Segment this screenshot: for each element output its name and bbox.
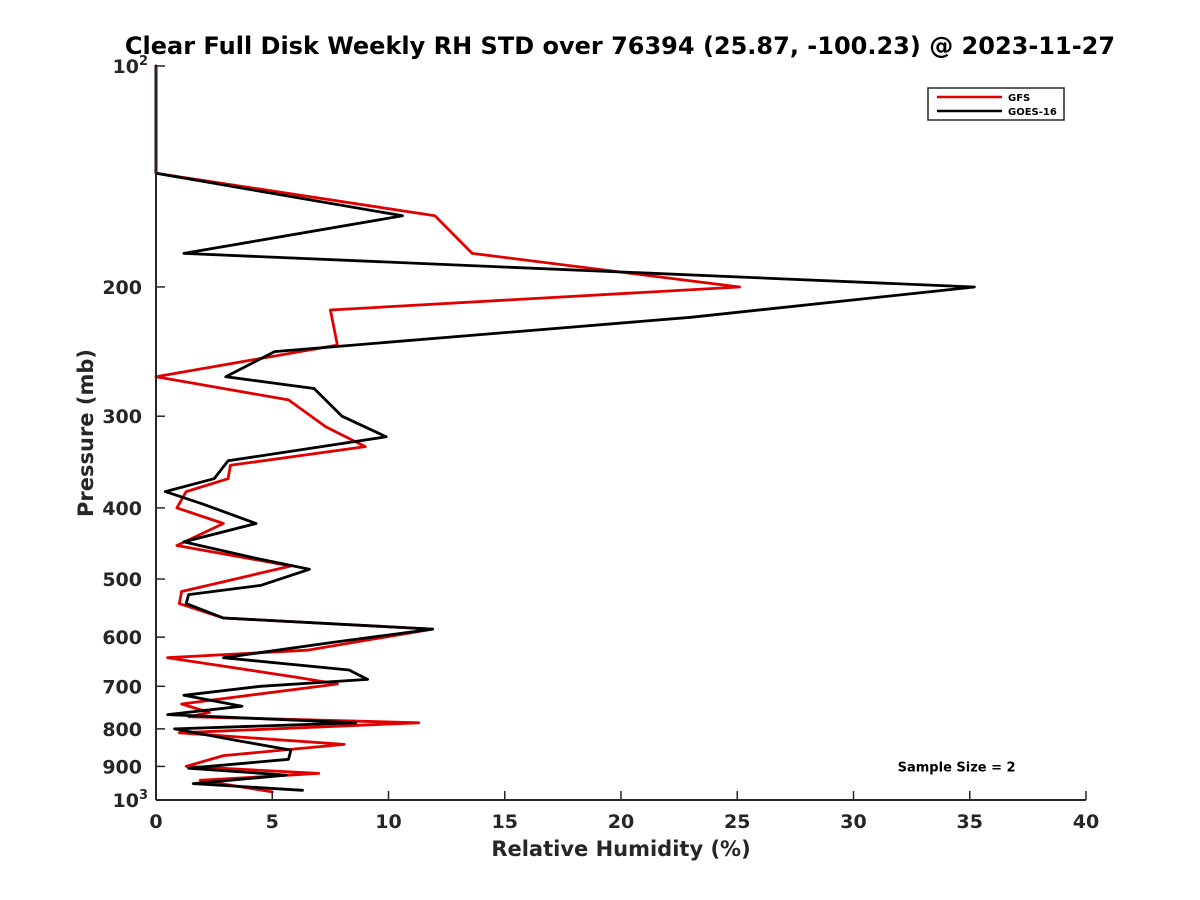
y-tick-label: 900	[102, 756, 142, 778]
y-tick-label: 102	[113, 54, 149, 78]
sample-size-annotation: Sample Size = 2	[898, 760, 1016, 775]
y-axis-ticks: 102 200 300 400 500 600 700 800 900 103	[102, 54, 165, 812]
y-tick-label: 600	[102, 627, 142, 649]
x-tick-label: 40	[1073, 811, 1099, 833]
series-layer	[154, 64, 976, 794]
y-tick-label: 103	[113, 788, 149, 812]
chart-title: Clear Full Disk Weekly RH STD over 76394…	[125, 32, 1115, 60]
y-tick-label: 200	[102, 277, 142, 299]
x-tick-label: 20	[608, 811, 634, 833]
y-tick-label: 500	[102, 569, 142, 591]
x-tick-label: 15	[492, 811, 518, 833]
y-axis-label: Pressure (mb)	[74, 349, 98, 517]
legend-label-gfs: GFS	[1008, 93, 1030, 104]
x-tick-label: 25	[724, 811, 750, 833]
series-line-gfs	[154, 64, 741, 794]
x-axis-ticks: 0 5 10 15 20 25 30 35 40	[149, 791, 1099, 833]
y-tick-label: 300	[102, 406, 142, 428]
legend: GFS GOES-16	[927, 87, 1065, 121]
x-tick-label: 35	[957, 811, 983, 833]
x-tick-label: 5	[266, 811, 279, 833]
y-tick-label: 400	[102, 498, 142, 520]
legend-box	[927, 87, 1065, 121]
series-line-goes-16	[154, 64, 976, 792]
x-axis-label: Relative Humidity (%)	[491, 837, 750, 861]
x-tick-label: 0	[149, 811, 162, 833]
x-tick-label: 10	[375, 811, 401, 833]
legend-label-goes16: GOES-16	[1008, 107, 1057, 118]
x-tick-label: 30	[840, 811, 866, 833]
y-tick-label: 700	[102, 676, 142, 698]
y-tick-label: 800	[102, 719, 142, 741]
